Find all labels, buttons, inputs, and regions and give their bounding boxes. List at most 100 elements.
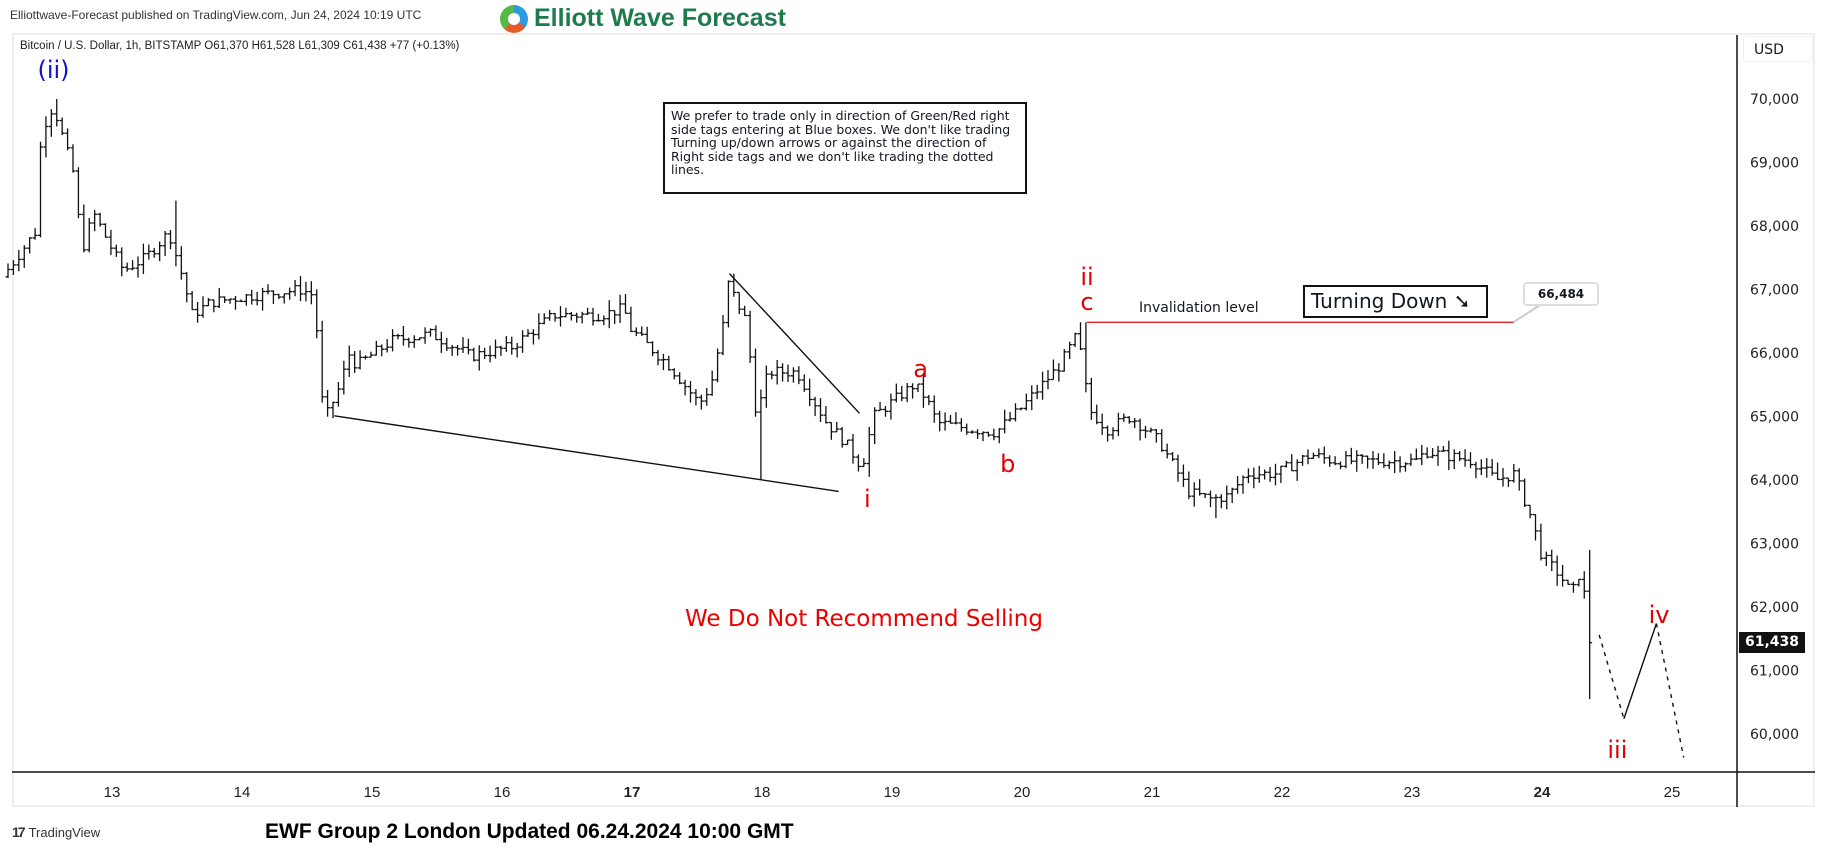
ohlc-bar bbox=[953, 412, 959, 425]
x-tick-label: 20 bbox=[1014, 784, 1031, 801]
ohlc-bar bbox=[184, 272, 190, 303]
ohlc-bar bbox=[991, 428, 997, 441]
ohlc-bar bbox=[644, 326, 650, 344]
ohlc-bar bbox=[406, 337, 412, 348]
ohlc-bar bbox=[1115, 412, 1121, 437]
ohlc-bar bbox=[1543, 551, 1549, 566]
x-tick-label: 23 bbox=[1404, 784, 1421, 801]
ohlc-bar bbox=[482, 347, 488, 359]
ohlc-bar bbox=[465, 338, 471, 355]
ohlc-bar bbox=[1099, 413, 1105, 435]
wave-label: c bbox=[1080, 288, 1094, 317]
ohlc-bar bbox=[1045, 370, 1051, 390]
tradingview-logo-icon: 17 bbox=[12, 824, 26, 840]
ohlc-bar bbox=[1164, 443, 1170, 459]
ohlc-bar bbox=[146, 244, 152, 260]
ohlc-bar bbox=[1143, 425, 1148, 439]
ohlc-bar bbox=[720, 315, 726, 356]
y-tick-label: 64,000 bbox=[1750, 473, 1799, 489]
ohlc-bar bbox=[812, 396, 818, 417]
ohlc-bar bbox=[81, 204, 87, 253]
ohlc-bar bbox=[818, 398, 823, 422]
ohlc-bar bbox=[1343, 450, 1349, 469]
ohlc-bar bbox=[384, 339, 390, 353]
trend-line bbox=[334, 415, 839, 493]
currency-button[interactable]: USD bbox=[1743, 36, 1813, 62]
ohlc-bar bbox=[1533, 513, 1538, 541]
ohlc-bar bbox=[287, 287, 293, 300]
turning-down-box: Turning Down ➘ bbox=[1303, 285, 1488, 318]
ohlc-bar bbox=[563, 307, 569, 318]
ohlc-bar bbox=[1040, 371, 1046, 400]
ohlc-bar bbox=[1446, 440, 1452, 471]
ohlc-bar bbox=[601, 315, 607, 326]
x-tick-label: 24 bbox=[1534, 784, 1551, 801]
ohlc-bar bbox=[1029, 385, 1035, 411]
invalidation-price-callout: 66,484 bbox=[1523, 282, 1599, 306]
callout-pointer bbox=[1512, 304, 1541, 324]
ohlc-bar bbox=[1462, 449, 1468, 467]
ohlc-bar bbox=[1321, 446, 1327, 464]
y-tick-label: 70,000 bbox=[1750, 92, 1799, 108]
ohlc-bar bbox=[493, 339, 498, 359]
ohlc-bar bbox=[373, 340, 379, 356]
ohlc-bar bbox=[823, 406, 829, 424]
ohlc-bar bbox=[790, 367, 796, 383]
ohlc-bar bbox=[460, 337, 466, 353]
ohlc-bar bbox=[260, 287, 266, 311]
ohlc-bar bbox=[281, 293, 287, 304]
ohlc-bar bbox=[915, 383, 921, 393]
chart-frame bbox=[12, 33, 1815, 807]
ohlc-bar bbox=[1132, 418, 1138, 429]
ohlc-bar bbox=[698, 394, 704, 410]
update-caption: EWF Group 2 London Updated 06.24.2024 10… bbox=[265, 820, 794, 843]
ohlc-bar bbox=[379, 344, 385, 357]
ohlc-bar bbox=[270, 290, 276, 305]
ohlc-bar bbox=[899, 385, 905, 402]
ohlc-bar bbox=[693, 389, 699, 406]
ohlc-bar bbox=[893, 383, 899, 403]
ohlc-bar bbox=[1170, 452, 1176, 462]
ohlc-bar bbox=[1023, 393, 1029, 411]
ohlc-bar bbox=[796, 366, 802, 385]
ohlc-bar bbox=[124, 262, 130, 272]
ohlc-bar bbox=[162, 230, 168, 257]
wave-label: a bbox=[913, 354, 928, 383]
ohlc-bar bbox=[834, 422, 840, 433]
ohlc-bar bbox=[1121, 413, 1127, 422]
ohlc-bar bbox=[395, 333, 401, 340]
ohlc-bar bbox=[660, 353, 666, 371]
ohlc-bar bbox=[758, 389, 764, 480]
ohlc-bar bbox=[1278, 465, 1284, 483]
ohlc-bar bbox=[390, 329, 396, 352]
ohlc-bar bbox=[151, 247, 157, 258]
warning-text: We Do Not Recommend Selling bbox=[685, 606, 1043, 632]
invalidation-label: Invalidation level bbox=[1139, 300, 1259, 316]
ohlc-bar bbox=[920, 375, 926, 408]
x-tick-label: 22 bbox=[1274, 784, 1291, 801]
y-tick-label: 69,000 bbox=[1750, 156, 1799, 172]
ohlc-bar bbox=[1300, 455, 1306, 466]
ohlc-bar bbox=[1283, 460, 1289, 468]
ohlc-bar bbox=[254, 291, 260, 306]
ohlc-bar bbox=[1224, 485, 1230, 510]
ohlc-bar bbox=[1424, 447, 1430, 459]
ohlc-bar bbox=[471, 347, 477, 362]
ohlc-bar bbox=[173, 200, 179, 267]
arrow-down-right-icon: ➘ bbox=[1453, 289, 1471, 313]
ohlc-bar bbox=[650, 341, 656, 357]
ohlc-bar bbox=[1468, 452, 1473, 469]
ohlc-bar bbox=[574, 312, 580, 323]
ohlc-bar bbox=[113, 244, 119, 257]
ohlc-bar bbox=[168, 229, 173, 250]
ohlc-bar bbox=[1175, 454, 1181, 482]
ohlc-bar bbox=[59, 117, 65, 136]
ohlc-bar bbox=[747, 310, 753, 363]
ohlc-bar bbox=[1148, 427, 1154, 433]
y-tick-label: 65,000 bbox=[1750, 410, 1799, 426]
ohlc-bar bbox=[866, 426, 872, 477]
ohlc-bar bbox=[606, 300, 612, 329]
ohlc-bar bbox=[1560, 564, 1566, 587]
turning-label: Turning Down bbox=[1311, 289, 1448, 313]
